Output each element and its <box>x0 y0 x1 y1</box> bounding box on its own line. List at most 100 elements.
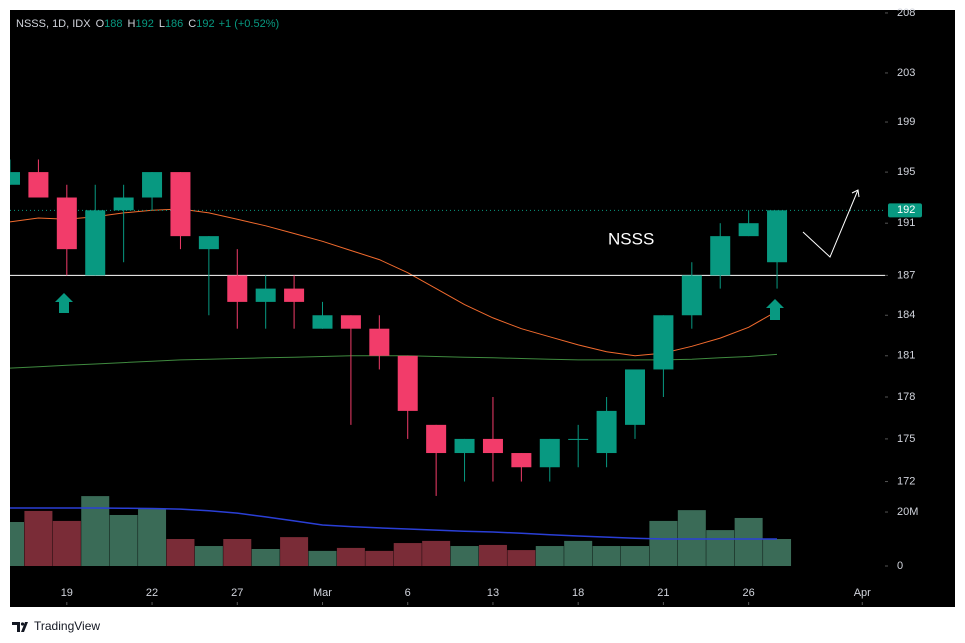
y-tick-label: 187 <box>897 269 915 281</box>
moving-average <box>10 353 778 369</box>
volume-bar <box>138 509 167 566</box>
volume-bar <box>24 510 53 566</box>
brand: TradingView <box>34 619 100 633</box>
candle-body <box>369 328 390 356</box>
volume-bar <box>223 539 252 566</box>
ohlc-value: 192 <box>135 18 153 30</box>
y-tick-label: 199 <box>897 116 915 128</box>
volume-bar <box>478 544 507 566</box>
ohlc-key: H <box>128 18 136 30</box>
volume-bar <box>109 514 138 566</box>
header: NSSS, 1D, IDX O188 H192 L186 C192 +1 (+0.52%) <box>16 18 279 30</box>
x-tick-label: Mar <box>313 587 332 599</box>
volume-bar <box>365 550 394 566</box>
ohlc-key: L <box>159 18 165 30</box>
candle-body <box>170 172 191 237</box>
moving-average <box>10 208 778 357</box>
volume-bar <box>763 539 792 566</box>
volume-bar <box>308 550 337 566</box>
volume-bar <box>450 546 479 566</box>
volume-bar <box>592 546 621 566</box>
candle-body <box>738 223 759 237</box>
arrow-up <box>55 293 784 320</box>
ohlc-value: 188 <box>104 18 122 30</box>
volume-bar <box>336 547 365 566</box>
candle-body <box>454 438 475 454</box>
volume-bar <box>507 550 536 566</box>
ohlc-value: 192 <box>196 18 214 30</box>
candle-body <box>28 172 49 198</box>
volume-bar <box>52 520 81 566</box>
volume-bar <box>194 546 223 566</box>
y-tick-label: 184 <box>897 309 915 321</box>
x-tick-label: Apr <box>854 587 871 599</box>
x-tick-label: 21 <box>657 587 669 599</box>
volume-bar <box>535 546 564 566</box>
volume-ma <box>10 507 777 540</box>
y-tick-label: 191 <box>897 217 915 229</box>
candle-body <box>312 315 333 329</box>
y-tick-label: 195 <box>897 166 915 178</box>
volume-bar <box>166 539 195 566</box>
volume-bar <box>649 520 678 566</box>
volume-bar <box>422 540 451 566</box>
x-tick-label: 27 <box>231 587 243 599</box>
candle-body <box>426 424 447 454</box>
volume-bar <box>81 496 110 566</box>
volume-bar <box>564 540 593 566</box>
candle-body <box>198 236 219 250</box>
ohlc-key: O <box>96 18 105 30</box>
x-tick-label: 22 <box>146 587 158 599</box>
candle-body <box>511 453 532 468</box>
y-tick-label: 172 <box>897 475 915 487</box>
candle-body <box>142 172 163 198</box>
candle-body <box>625 369 645 425</box>
candle-body <box>710 236 731 276</box>
volume-bar <box>10 522 24 566</box>
volume-bar <box>677 510 706 566</box>
projection-arrow <box>802 189 860 258</box>
candle-body <box>681 275 702 316</box>
x-tick-label: 26 <box>743 587 755 599</box>
volume-bar <box>393 543 422 566</box>
volume-bar <box>734 517 763 566</box>
candle-body <box>85 210 106 276</box>
candle-body <box>653 315 674 370</box>
candle-body <box>397 355 418 411</box>
candle-body <box>596 410 617 454</box>
candle-body <box>482 438 503 454</box>
candle-body <box>568 438 589 440</box>
y-tick-label: 175 <box>897 433 915 445</box>
y-tick-label: 181 <box>897 350 915 362</box>
candle-body <box>340 315 361 329</box>
candle-body <box>284 288 305 302</box>
price-tag-label: 192 <box>897 204 915 216</box>
volume-bar <box>280 537 309 566</box>
x-tick-label: 13 <box>487 587 499 599</box>
x-tick-label: 19 <box>61 587 73 599</box>
candle-body <box>539 438 560 468</box>
candle-body <box>255 288 276 302</box>
ohlc-value: 186 <box>165 18 183 30</box>
candle-body <box>227 275 248 302</box>
volume-bar <box>706 530 735 566</box>
x-tick-label: 18 <box>572 587 584 599</box>
candle-body <box>10 172 20 185</box>
y-tick-label: 178 <box>897 391 915 403</box>
y-tick-label: 203 <box>897 67 915 79</box>
price-tag <box>888 203 922 218</box>
volume-bar <box>251 548 280 566</box>
candle-body <box>56 197 77 250</box>
candle-body <box>767 210 788 263</box>
plot-area: NSSS <box>10 159 885 566</box>
change: +1 (+0.52%) <box>219 18 280 30</box>
volume-bar <box>621 546 649 566</box>
annotation: NSSS <box>608 229 654 248</box>
logo <box>12 622 28 632</box>
y2-tick-label: 0 <box>897 560 903 572</box>
symbol: NSSS, 1D, IDX <box>16 18 91 30</box>
x-tick-label: 6 <box>405 587 411 599</box>
y-tick-label: 208 <box>897 7 915 19</box>
